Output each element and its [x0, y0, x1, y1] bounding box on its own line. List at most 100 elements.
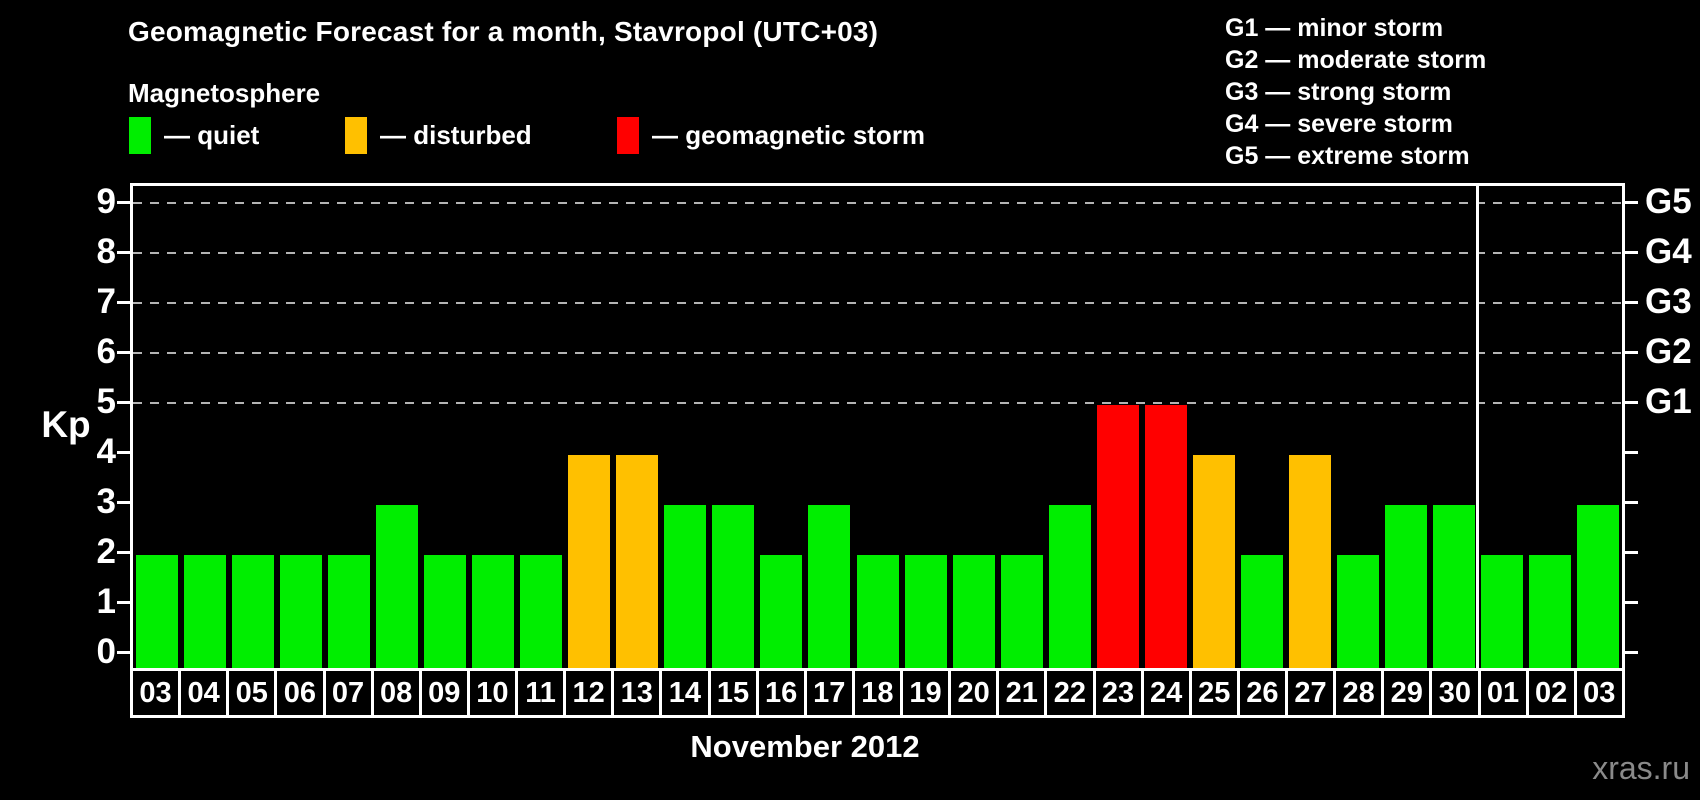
chart-title: Geomagnetic Forecast for a month, Stavro…: [128, 16, 879, 47]
bar-day-19: [904, 555, 947, 668]
g-legend-line-g5: G5 — extreme storm: [1225, 142, 1470, 170]
day-label-cell: 28: [1336, 671, 1385, 715]
g-legend-line-g3: G3 — strong storm: [1225, 78, 1452, 106]
gridline-kp9: [133, 202, 1622, 204]
watermark: xras.ru: [1592, 750, 1690, 786]
g-legend-line-g2: G2 — moderate storm: [1225, 46, 1487, 74]
bar-day-13: [616, 455, 659, 668]
legend-label-disturbed: — disturbed: [380, 120, 532, 150]
disturbed-color-swatch: [345, 117, 367, 154]
day-label-cell: 03: [1583, 676, 1616, 709]
right-axis-tick: [1625, 250, 1638, 254]
bar-day-29: [1384, 505, 1427, 668]
g-legend-line-g1: G1 — minor storm: [1225, 14, 1444, 42]
legend-item-quiet: — quiet: [129, 117, 259, 154]
bar-day-04: [184, 555, 227, 668]
bar-day-15: [712, 505, 755, 668]
day-label-cell: 13: [614, 671, 663, 715]
day-label-cell: 02: [1529, 671, 1577, 715]
bar-day-20: [952, 555, 995, 668]
bar-day-11: [520, 555, 563, 668]
bar-day-17: [808, 505, 851, 668]
g-legend-line-g4: G4 — severe storm: [1225, 110, 1453, 138]
y-tick-label-7: 7: [96, 282, 116, 321]
bar-day-25: [1192, 455, 1235, 668]
g-axis-label-g1: G1: [1645, 382, 1692, 421]
bar-day-22: [1048, 505, 1091, 668]
day-label-cell: 12: [566, 671, 615, 715]
day-label-cell: 30: [1432, 671, 1481, 715]
g-axis-label-g4: G4: [1645, 232, 1692, 271]
right-axis-tick: [1625, 400, 1638, 404]
day-label-cell: 18: [855, 671, 903, 715]
y-tick-label-1: 1: [96, 582, 116, 621]
legend-item-storm: — geomagnetic storm: [617, 117, 925, 154]
bar-day-14: [664, 505, 707, 668]
y-tick-label-8: 8: [96, 232, 116, 271]
bar-day-28: [1336, 555, 1379, 668]
bar-day-09: [424, 555, 467, 668]
right-axis-tick: [1625, 600, 1638, 604]
right-axis-tick: [1625, 650, 1638, 654]
y-tick-label-4: 4: [96, 432, 116, 471]
plot-area: [130, 183, 1625, 668]
day-label-cell: 15: [711, 671, 759, 715]
day-label-cell: 07: [326, 671, 374, 715]
bar-day-10: [472, 555, 515, 668]
left-axis-tick: [117, 300, 130, 304]
bar-day-18: [856, 555, 899, 668]
y-tick-label-2: 2: [96, 532, 116, 571]
day-label-cell: 06: [277, 671, 326, 715]
gridline-kp8: [133, 252, 1622, 254]
day-label-cell: 09: [422, 671, 470, 715]
y-tick-label-9: 9: [96, 182, 116, 221]
day-label-row: 03 04 05 06 07 08 09 10 11 12 13 14 15 16 17 18 19 20 21 22…: [130, 668, 1625, 718]
bar-day-21: [1000, 555, 1043, 668]
bar-day-07: [328, 555, 371, 668]
g-scale-legend: G1 — minor storm G2 — moderate storm G3 …: [1225, 12, 1486, 172]
bar-day-12: [568, 455, 611, 668]
right-axis-tick: [1625, 550, 1638, 554]
storm-color-swatch: [617, 117, 639, 154]
day-label-cell: 03: [133, 671, 182, 715]
right-axis-tick: [1625, 500, 1638, 504]
legend-heading: Magnetosphere: [128, 78, 321, 108]
left-axis-tick: [117, 350, 130, 354]
legend-label-storm: — geomagnetic storm: [652, 120, 926, 150]
y-tick-label-6: 6: [96, 332, 116, 371]
day-label-cell: 10: [470, 671, 518, 715]
day-label-cell: 01: [1481, 671, 1529, 715]
bar-day-01: [1480, 555, 1523, 668]
right-axis-tick: [1625, 200, 1638, 204]
day-label-cell: 24: [1144, 671, 1192, 715]
g-axis-label-g2: G2: [1645, 332, 1692, 371]
left-axis-tick: [117, 450, 130, 454]
right-axis-tick: [1625, 450, 1638, 454]
y-axis-label: Kp: [41, 404, 91, 445]
day-label-cell: 19: [903, 671, 952, 715]
bar-day-05: [232, 555, 275, 668]
gridline-kp7: [133, 302, 1622, 304]
quiet-color-swatch: [129, 117, 151, 154]
day-label-cell: 25: [1192, 671, 1240, 715]
left-axis-tick: [117, 650, 130, 654]
bar-day-26: [1240, 555, 1283, 668]
right-axis-tick: [1625, 350, 1638, 354]
month-separator-line: [1476, 186, 1480, 668]
day-label-cell: 11: [518, 671, 567, 715]
y-tick-label-0: 0: [96, 632, 116, 671]
left-axis-tick: [117, 500, 130, 504]
day-label-cell: 26: [1240, 671, 1288, 715]
bar-day-02: [1528, 555, 1571, 668]
legend-label-quiet: — quiet: [164, 120, 260, 150]
left-axis-tick: [117, 550, 130, 554]
bar-day-06: [280, 555, 323, 668]
bar-day-03: [1576, 505, 1619, 668]
day-label-cell: 20: [951, 671, 1000, 715]
g-axis-label-g5: G5: [1645, 182, 1692, 221]
g-axis-label-g3: G3: [1645, 282, 1692, 321]
right-axis-tick: [1625, 300, 1638, 304]
left-axis-tick: [117, 200, 130, 204]
day-label-cell: 22: [1047, 671, 1096, 715]
